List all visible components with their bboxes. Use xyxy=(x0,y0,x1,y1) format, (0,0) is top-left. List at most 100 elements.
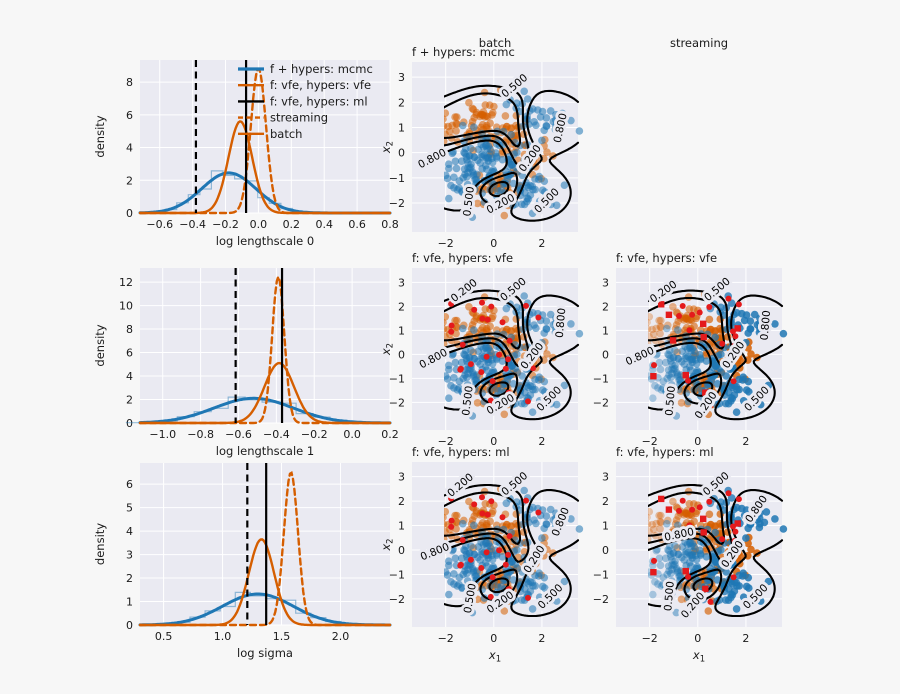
x-tick-label: 0.6 xyxy=(348,218,366,231)
class-blue-point xyxy=(453,186,462,194)
class-blue-point xyxy=(488,551,496,560)
density-curve xyxy=(138,273,392,425)
class-blue-point xyxy=(482,362,490,371)
x-tick-label: 2 xyxy=(538,632,545,645)
inducing-point xyxy=(479,299,485,306)
class-blue-point xyxy=(665,546,673,555)
inducing-points xyxy=(448,299,542,405)
class-orange-point xyxy=(648,520,652,528)
class-blue-point xyxy=(444,571,452,579)
inducing-point xyxy=(499,319,506,326)
class-blue-point xyxy=(732,408,741,416)
inducing-point-square xyxy=(669,532,677,539)
class-blue-point xyxy=(667,553,675,561)
y-axis-label: density xyxy=(93,115,107,157)
class-blue-point xyxy=(713,380,722,388)
class-orange-point xyxy=(465,303,473,311)
class-orange-point xyxy=(486,322,494,331)
class-blue-point xyxy=(779,525,788,533)
class-orange-point xyxy=(704,410,713,419)
contour-level-0.5 xyxy=(444,289,530,405)
x-tick-label: −0.4 xyxy=(263,428,290,441)
y-tick-label: 5 xyxy=(126,502,133,515)
class-orange-point xyxy=(465,98,473,107)
class-orange-point xyxy=(452,525,460,533)
inducing-point xyxy=(706,304,713,310)
class-blue-point xyxy=(538,186,547,194)
inducing-point xyxy=(471,501,478,508)
inducing-point xyxy=(686,327,693,334)
class-blue-point xyxy=(453,386,462,394)
class-blue-point xyxy=(673,567,682,575)
class-blue-point xyxy=(520,292,528,300)
class-blue-point xyxy=(669,365,678,374)
class-blue-point xyxy=(742,582,751,591)
class-orange-point xyxy=(677,399,686,407)
class-blue-point xyxy=(529,582,537,590)
x-tick-label: 0 xyxy=(490,237,497,250)
inducing-point xyxy=(505,389,512,396)
class-orange-point xyxy=(543,148,551,156)
class-orange-point xyxy=(656,518,665,526)
class-blue-point xyxy=(682,352,690,360)
y-axis-label: x2 xyxy=(379,538,396,551)
y-tick-label: 1 xyxy=(398,324,405,337)
contour-level-0.5 xyxy=(444,483,530,602)
class-blue-point xyxy=(764,381,773,390)
subplot-title: f + hypers: mcmc xyxy=(412,45,515,59)
class-blue-point xyxy=(518,596,526,604)
class-blue-point xyxy=(750,505,759,514)
class-blue-point xyxy=(546,310,555,319)
class-blue-point xyxy=(542,325,551,333)
density-plot-svg: −1.0 −0.8 −0.6 −0.4 −0.2 0.0 0.2 0 2 4 6 8 10 12 log l… xyxy=(93,268,399,458)
class-orange-point xyxy=(486,119,494,127)
class-orange-point xyxy=(648,339,652,348)
class-blue-point xyxy=(655,358,664,367)
class-blue-point xyxy=(474,553,482,562)
class-orange-point xyxy=(477,123,485,132)
inducing-point xyxy=(448,523,455,530)
class-orange-point xyxy=(705,315,714,324)
class-blue-point xyxy=(462,550,471,558)
class-blue-point xyxy=(672,412,681,420)
x-axis-label: x1 xyxy=(692,648,705,665)
class-orange-point xyxy=(452,127,460,135)
class-blue-point xyxy=(751,399,759,408)
inducing-point xyxy=(707,598,714,605)
class-orange-point xyxy=(489,108,497,117)
y-tick-label: 3 xyxy=(398,276,405,289)
class-orange-point xyxy=(465,497,473,506)
y-tick-label: 1 xyxy=(602,520,609,533)
class-blue-point xyxy=(667,373,675,382)
subplot-title: f: vfe, hypers: vfe xyxy=(616,251,717,265)
y-tick-label: 2 xyxy=(126,572,133,585)
class-blue-point xyxy=(516,539,525,547)
class-orange-point xyxy=(690,322,698,331)
class-orange-point xyxy=(677,595,686,604)
class-blue-point xyxy=(676,380,684,388)
class-orange-point xyxy=(489,507,497,515)
class-blue-point xyxy=(529,185,537,194)
class-blue-point xyxy=(649,394,657,402)
class-orange-point xyxy=(444,320,445,324)
class-blue-point xyxy=(668,556,676,564)
inducing-point xyxy=(488,303,495,310)
class-blue-point xyxy=(472,180,480,188)
class-blue-point xyxy=(575,329,584,338)
class-blue-point xyxy=(488,154,496,163)
inducing-points xyxy=(448,494,542,601)
y-tick-label: −1 xyxy=(389,372,405,385)
contour-lines xyxy=(444,483,580,618)
class-orange-point xyxy=(444,520,448,528)
class-orange-point xyxy=(468,104,477,113)
class-blue-point xyxy=(474,156,482,165)
class-orange-point xyxy=(655,316,663,325)
class-orange-point xyxy=(444,515,445,519)
class-orange-point xyxy=(735,549,743,557)
legend-label: streaming xyxy=(270,111,328,125)
inducing-point xyxy=(685,573,692,580)
class-blue-point xyxy=(664,562,673,570)
class-blue-point xyxy=(673,371,682,379)
inducing-point xyxy=(706,498,713,505)
